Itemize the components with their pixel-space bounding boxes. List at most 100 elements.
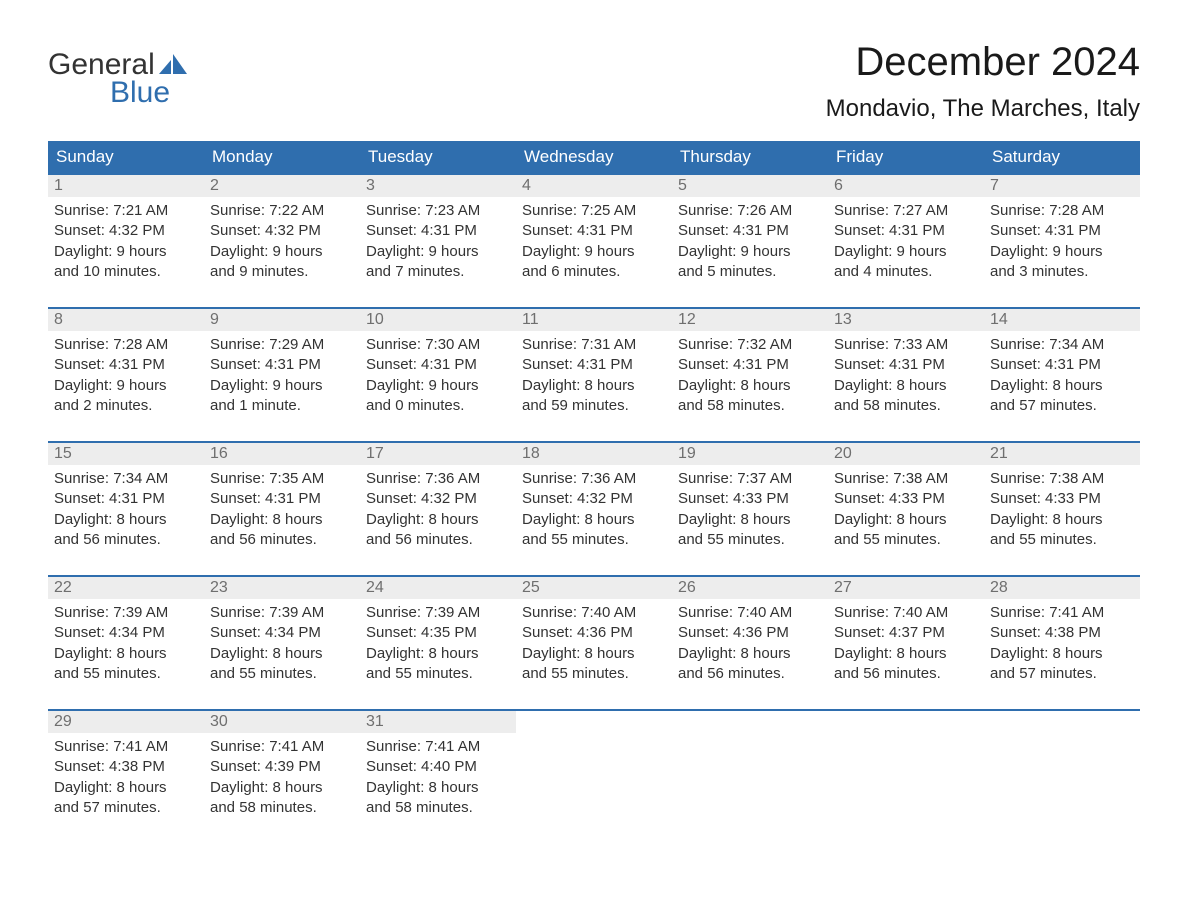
day-d2: and 58 minutes.: [366, 798, 510, 818]
day-sunset: Sunset: 4:31 PM: [678, 221, 822, 241]
day-number: 19: [672, 442, 828, 465]
day-sunrise: Sunrise: 7:21 AM: [54, 201, 198, 221]
day-sunset: Sunset: 4:31 PM: [54, 355, 198, 375]
day-cell: Sunrise: 7:22 AMSunset: 4:32 PMDaylight:…: [204, 197, 360, 284]
day-sunset: Sunset: 4:33 PM: [990, 489, 1134, 509]
day-data-row: Sunrise: 7:34 AMSunset: 4:31 PMDaylight:…: [48, 465, 1140, 552]
day-sunrise: Sunrise: 7:27 AM: [834, 201, 978, 221]
day-number: [984, 710, 1140, 733]
day-sunset: Sunset: 4:31 PM: [834, 355, 978, 375]
day-cell: Sunrise: 7:41 AMSunset: 4:39 PMDaylight:…: [204, 733, 360, 820]
day-sunrise: Sunrise: 7:35 AM: [210, 469, 354, 489]
day-sunset: Sunset: 4:31 PM: [210, 355, 354, 375]
day-sunrise: Sunrise: 7:38 AM: [990, 469, 1134, 489]
day-sunset: Sunset: 4:39 PM: [210, 757, 354, 777]
day-d1: Daylight: 8 hours: [366, 644, 510, 664]
day-sunset: Sunset: 4:40 PM: [366, 757, 510, 777]
day-d2: and 2 minutes.: [54, 396, 198, 416]
day-sunrise: Sunrise: 7:22 AM: [210, 201, 354, 221]
day-sunrise: Sunrise: 7:39 AM: [210, 603, 354, 623]
day-d1: Daylight: 8 hours: [210, 644, 354, 664]
day-d2: and 57 minutes.: [990, 664, 1134, 684]
day-data-row: Sunrise: 7:41 AMSunset: 4:38 PMDaylight:…: [48, 733, 1140, 820]
day-number-row: 1234567: [48, 174, 1140, 197]
day-sunrise: Sunrise: 7:41 AM: [54, 737, 198, 757]
day-number-row: 891011121314: [48, 308, 1140, 331]
day-d1: Daylight: 9 hours: [210, 242, 354, 262]
day-data-row: Sunrise: 7:39 AMSunset: 4:34 PMDaylight:…: [48, 599, 1140, 686]
day-sunrise: Sunrise: 7:41 AM: [210, 737, 354, 757]
day-sunset: Sunset: 4:37 PM: [834, 623, 978, 643]
day-sunrise: Sunrise: 7:34 AM: [54, 469, 198, 489]
day-cell: Sunrise: 7:21 AMSunset: 4:32 PMDaylight:…: [48, 197, 204, 284]
day-header: Wednesday: [516, 141, 672, 174]
day-cell: Sunrise: 7:28 AMSunset: 4:31 PMDaylight:…: [48, 331, 204, 418]
day-sunrise: Sunrise: 7:38 AM: [834, 469, 978, 489]
day-cell: Sunrise: 7:40 AMSunset: 4:37 PMDaylight:…: [828, 599, 984, 686]
day-sunset: Sunset: 4:31 PM: [366, 221, 510, 241]
day-header: Sunday: [48, 141, 204, 174]
day-cell: Sunrise: 7:30 AMSunset: 4:31 PMDaylight:…: [360, 331, 516, 418]
day-cell: Sunrise: 7:39 AMSunset: 4:35 PMDaylight:…: [360, 599, 516, 686]
day-d1: Daylight: 9 hours: [834, 242, 978, 262]
day-d2: and 58 minutes.: [678, 396, 822, 416]
day-sunset: Sunset: 4:38 PM: [54, 757, 198, 777]
day-cell: Sunrise: 7:40 AMSunset: 4:36 PMDaylight:…: [516, 599, 672, 686]
day-cell: [828, 733, 984, 820]
day-header: Saturday: [984, 141, 1140, 174]
day-d2: and 0 minutes.: [366, 396, 510, 416]
day-d1: Daylight: 8 hours: [210, 510, 354, 530]
day-cell: Sunrise: 7:23 AMSunset: 4:31 PMDaylight:…: [360, 197, 516, 284]
day-cell: Sunrise: 7:35 AMSunset: 4:31 PMDaylight:…: [204, 465, 360, 552]
day-sunrise: Sunrise: 7:41 AM: [366, 737, 510, 757]
day-number: 12: [672, 308, 828, 331]
day-sunset: Sunset: 4:31 PM: [990, 355, 1134, 375]
day-d1: Daylight: 9 hours: [366, 376, 510, 396]
day-cell: Sunrise: 7:38 AMSunset: 4:33 PMDaylight:…: [828, 465, 984, 552]
week-spacer: [48, 552, 1140, 576]
day-sunrise: Sunrise: 7:40 AM: [834, 603, 978, 623]
day-sunrise: Sunrise: 7:31 AM: [522, 335, 666, 355]
day-d1: Daylight: 9 hours: [678, 242, 822, 262]
day-sunset: Sunset: 4:31 PM: [678, 355, 822, 375]
day-cell: Sunrise: 7:36 AMSunset: 4:32 PMDaylight:…: [516, 465, 672, 552]
day-d2: and 55 minutes.: [210, 664, 354, 684]
day-sunset: Sunset: 4:38 PM: [990, 623, 1134, 643]
day-d1: Daylight: 8 hours: [522, 510, 666, 530]
day-sunset: Sunset: 4:31 PM: [210, 489, 354, 509]
day-number: 10: [360, 308, 516, 331]
day-d1: Daylight: 9 hours: [210, 376, 354, 396]
day-sunset: Sunset: 4:36 PM: [678, 623, 822, 643]
day-sunrise: Sunrise: 7:29 AM: [210, 335, 354, 355]
day-d2: and 55 minutes.: [834, 530, 978, 550]
day-sunrise: Sunrise: 7:28 AM: [54, 335, 198, 355]
day-d2: and 56 minutes.: [678, 664, 822, 684]
day-sunset: Sunset: 4:33 PM: [678, 489, 822, 509]
day-d2: and 7 minutes.: [366, 262, 510, 282]
week-spacer: [48, 686, 1140, 710]
page-title: December 2024: [826, 40, 1140, 85]
day-number: [672, 710, 828, 733]
day-sunset: Sunset: 4:34 PM: [210, 623, 354, 643]
day-sunrise: Sunrise: 7:30 AM: [366, 335, 510, 355]
day-cell: Sunrise: 7:41 AMSunset: 4:40 PMDaylight:…: [360, 733, 516, 820]
page-header: General Blue December 2024 Mondavio, The…: [48, 40, 1140, 129]
day-sunset: Sunset: 4:31 PM: [366, 355, 510, 375]
day-cell: Sunrise: 7:36 AMSunset: 4:32 PMDaylight:…: [360, 465, 516, 552]
day-sunrise: Sunrise: 7:36 AM: [366, 469, 510, 489]
day-sunset: Sunset: 4:34 PM: [54, 623, 198, 643]
day-cell: Sunrise: 7:28 AMSunset: 4:31 PMDaylight:…: [984, 197, 1140, 284]
day-sunset: Sunset: 4:35 PM: [366, 623, 510, 643]
day-cell: Sunrise: 7:39 AMSunset: 4:34 PMDaylight:…: [48, 599, 204, 686]
day-number: 13: [828, 308, 984, 331]
day-cell: Sunrise: 7:27 AMSunset: 4:31 PMDaylight:…: [828, 197, 984, 284]
day-d1: Daylight: 8 hours: [990, 376, 1134, 396]
day-cell: [516, 733, 672, 820]
day-d2: and 59 minutes.: [522, 396, 666, 416]
day-d2: and 5 minutes.: [678, 262, 822, 282]
day-d1: Daylight: 8 hours: [834, 510, 978, 530]
day-d2: and 55 minutes.: [522, 530, 666, 550]
day-sunrise: Sunrise: 7:28 AM: [990, 201, 1134, 221]
day-d2: and 55 minutes.: [54, 664, 198, 684]
day-d1: Daylight: 8 hours: [54, 644, 198, 664]
